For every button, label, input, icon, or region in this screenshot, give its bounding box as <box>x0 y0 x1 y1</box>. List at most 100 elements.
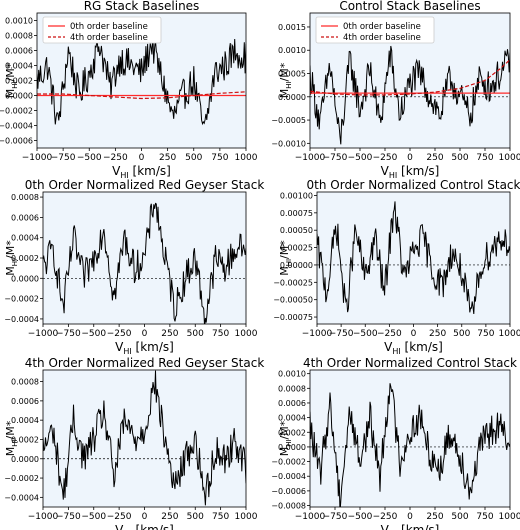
y-tick-label: −0.0004 <box>271 472 306 481</box>
y-tick-label: 0.0000 <box>5 92 33 101</box>
x-tick-label: 1000 <box>499 153 520 163</box>
y-tick-label: 0.00075 <box>280 209 313 218</box>
legend-label: 0th order baseline <box>343 22 421 32</box>
chart-panel-1: −1000−750 −500 −250 0 250 500 750 1000 −0.0006 −0… <box>0 0 258 180</box>
x-tick-label: 0 <box>142 512 148 522</box>
y-axis-label: MHI/M* <box>4 420 19 456</box>
plot-area <box>310 383 510 507</box>
y-tick-label: −0.0006 <box>0 137 33 146</box>
y-tick-label: −0.00075 <box>273 313 313 322</box>
y-tick-label: −0.0006 <box>271 487 306 496</box>
y-tick-label: 0.0005 <box>278 70 306 79</box>
chart-title: 4th Order Normalized Red Geyser Stack <box>25 356 265 370</box>
y-tick-label: 0.0000 <box>278 93 306 102</box>
y-tick-label: 0.0006 <box>11 213 39 222</box>
x-tick-label: 0 <box>411 329 417 339</box>
x-tick-label: 500 <box>451 153 468 163</box>
x-tick-label: 500 <box>451 512 468 522</box>
y-tick-label: 0.0008 <box>5 32 33 41</box>
y-tick-label: 0.00100 <box>280 191 313 200</box>
x-axis-label: VHI [km/s] <box>381 523 440 530</box>
y-tick-label: 0.0008 <box>278 384 306 393</box>
spectrum-line <box>43 370 246 506</box>
x-tick-label: −250 <box>107 329 132 339</box>
x-tick-label: −250 <box>373 512 398 522</box>
y-tick-label: 0.0002 <box>11 435 39 444</box>
plot-area <box>37 31 246 126</box>
plot-area <box>43 370 246 506</box>
chart-panel-5: −1000−750 −500 −250 0 250 500 750 1000 −0.0004 −0… <box>4 356 264 530</box>
plot-background <box>43 192 246 324</box>
chart-panel-2: −1000−750 −500 −250 0 250 500 750 1000 −0.0010 −0… <box>271 0 520 180</box>
x-tick-label: −250 <box>107 512 132 522</box>
x-tick-label: 250 <box>429 329 446 339</box>
x-tick-label: 1000 <box>499 512 520 522</box>
x-tick-label: 750 <box>212 512 229 522</box>
x-tick-label: −1000 <box>22 153 53 163</box>
y-tick-label: 0.0008 <box>11 378 39 387</box>
y-tick-label: −0.0004 <box>4 493 39 502</box>
chart-title: Control Stack Baselines <box>339 0 480 13</box>
plot-area <box>43 202 246 324</box>
x-tick-label: −750 <box>51 153 76 163</box>
spectrum-line <box>317 201 510 315</box>
chart-panel-3: −1000−750 −500 −250 0 250 500 750 1000 −0.0004 −0… <box>4 178 264 356</box>
y-tick-label: 0.0002 <box>5 77 33 86</box>
y-tick-label: −0.0010 <box>271 139 306 148</box>
x-axis-label: VHI [km/s] <box>112 164 171 180</box>
x-tick-label: −500 <box>81 512 106 522</box>
chart-panel-6: −1000−750 −500 −250 0 250 500 750 1000 −0.0008 −0… <box>271 356 520 530</box>
x-tick-label: 750 <box>476 153 493 163</box>
x-tick-label: 250 <box>426 512 443 522</box>
x-axis-label: VHI [km/s] <box>384 340 443 356</box>
x-tick-label: −1000 <box>28 512 59 522</box>
y-tick-label: 0.0010 <box>278 46 306 55</box>
x-tick-label: 750 <box>477 329 494 339</box>
x-tick-label: −250 <box>373 153 398 163</box>
y-tick-label: 0.00000 <box>280 261 313 270</box>
y-tick-label: 0.00025 <box>280 244 313 253</box>
plot-area <box>310 45 510 145</box>
plot-area <box>317 201 510 315</box>
x-tick-label: −1000 <box>28 329 59 339</box>
x-axis-label: VHI [km/s] <box>115 523 174 530</box>
y-tick-label: 0.0006 <box>278 399 306 408</box>
chart-title: 0th Order Normalized Control Stack <box>307 178 520 192</box>
x-tick-label: 0 <box>139 153 145 163</box>
x-tick-label: 1000 <box>235 329 258 339</box>
spectrum-line <box>43 202 246 324</box>
y-tick-label: 0.0008 <box>11 193 39 202</box>
y-tick-label: 0.0002 <box>11 254 39 263</box>
spectrum-line <box>37 31 246 126</box>
x-tick-label: 500 <box>187 329 204 339</box>
baseline-4th-order <box>37 91 246 100</box>
x-tick-label: −750 <box>323 512 348 522</box>
spectrum-line <box>310 383 510 507</box>
x-tick-label: −250 <box>103 153 128 163</box>
x-tick-label: 750 <box>212 329 229 339</box>
y-tick-label: 0.0010 <box>278 370 306 379</box>
x-tick-label: 500 <box>185 153 202 163</box>
y-tick-label: 0.0004 <box>5 62 33 71</box>
y-tick-label: −0.00050 <box>273 296 313 305</box>
legend-label: 4th order baseline <box>343 33 421 43</box>
y-tick-label: 0.0004 <box>278 414 306 423</box>
x-axis-label: VHI [km/s] <box>115 340 174 356</box>
y-tick-label: 0.0015 <box>278 23 306 32</box>
x-tick-label: 1000 <box>235 153 258 163</box>
x-tick-label: 0 <box>407 512 413 522</box>
y-axis-label: MHI/M* <box>4 62 19 98</box>
x-tick-label: 750 <box>476 512 493 522</box>
y-tick-label: −0.00025 <box>273 278 313 287</box>
plot-background <box>310 370 510 507</box>
x-tick-label: −500 <box>348 512 373 522</box>
y-tick-label: 0.0002 <box>278 428 306 437</box>
x-tick-label: 250 <box>161 329 178 339</box>
y-axis-label: MHI/M* <box>278 420 293 456</box>
x-tick-label: −1000 <box>295 153 326 163</box>
x-tick-label: −250 <box>377 329 402 339</box>
y-tick-label: −0.0002 <box>4 295 39 304</box>
x-tick-label: −1000 <box>302 329 333 339</box>
